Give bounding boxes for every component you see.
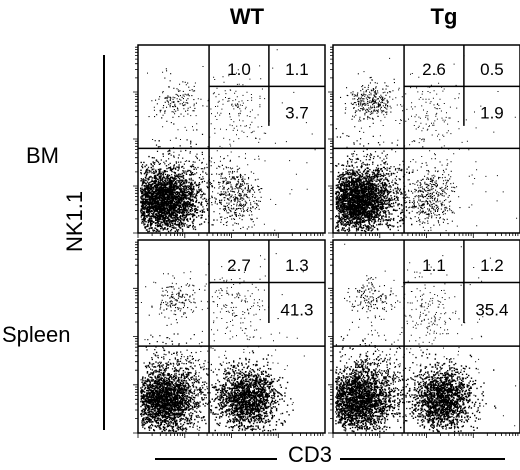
panel-bm-tg: 2.6 0.5 1.9	[328, 44, 520, 238]
x-axis-title: CD3	[288, 442, 333, 467]
x-axis-line-right	[340, 458, 505, 460]
quadrant-value: 2.7	[227, 256, 251, 275]
panel-spleen-tg: 1.1 1.2 35.4	[328, 239, 520, 438]
panel-spleen-wt: 2.7 1.3 41.3	[133, 239, 326, 438]
event-dots	[140, 49, 316, 233]
event-dots	[140, 253, 305, 433]
quadrant-value: 1.3	[285, 256, 309, 275]
quadrant-value: 1.1	[422, 256, 446, 275]
quadrant-value: 1.2	[480, 256, 504, 275]
event-dots	[335, 243, 517, 433]
quadrant-value: 2.6	[422, 60, 446, 79]
quadrant-value: 1.0	[227, 60, 251, 79]
row-label-spleen: Spleen	[2, 322, 71, 347]
panel-bm-wt: 1.0 1.1 3.7	[133, 44, 326, 238]
y-axis-line	[103, 55, 105, 430]
quadrant-value: 1.1	[285, 60, 309, 79]
row-label-bm: BM	[26, 143, 59, 168]
column-title-tg: Tg	[430, 4, 458, 29]
column-title-wt: WT	[229, 4, 265, 29]
quadrant-value: 3.7	[285, 103, 309, 122]
quadrant-value: 0.5	[480, 60, 504, 79]
quadrant-value: 41.3	[280, 300, 313, 319]
x-axis-line-left	[155, 458, 277, 460]
event-dots	[335, 55, 518, 233]
quadrant-value: 1.9	[480, 103, 504, 122]
quadrant-value: 35.4	[475, 300, 508, 319]
